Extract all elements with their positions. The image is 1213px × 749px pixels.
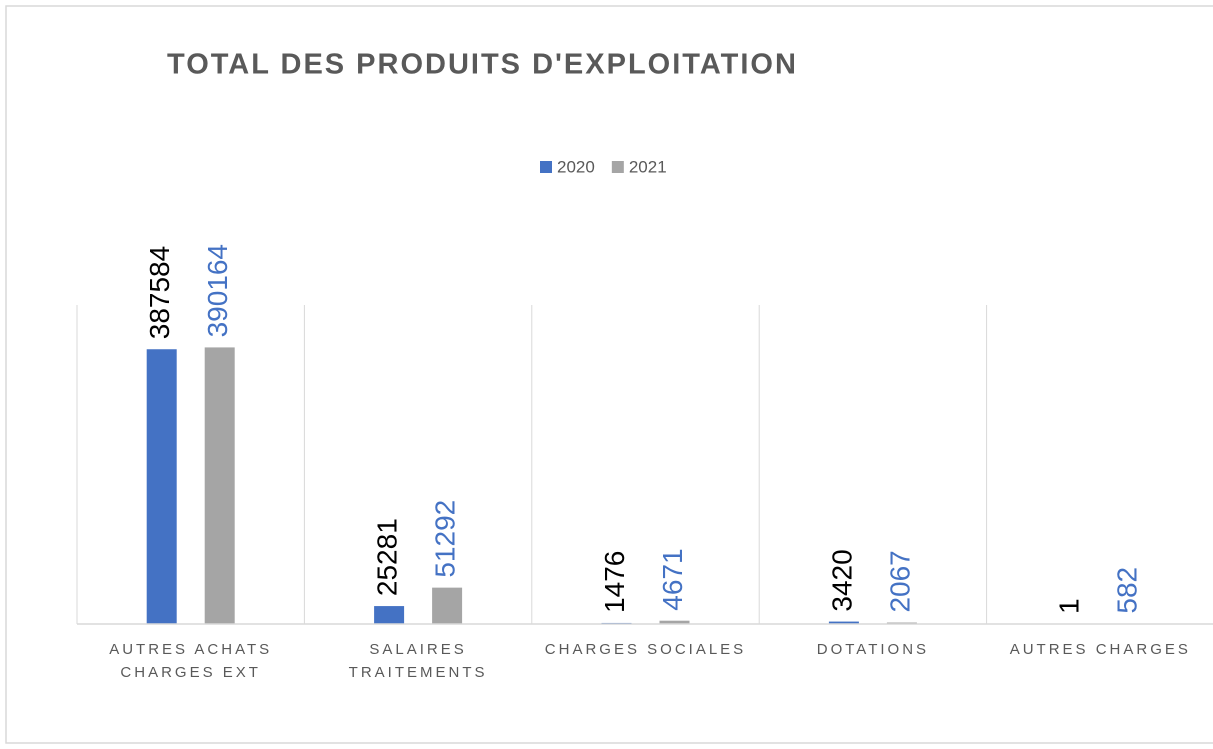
legend-swatch	[540, 161, 552, 173]
data-label: 51292	[429, 500, 460, 578]
legend-label: 2020	[557, 157, 595, 176]
data-label: 390164	[202, 244, 233, 337]
bar	[374, 606, 405, 624]
legend-label: 2021	[629, 157, 667, 176]
data-label: 582	[1112, 567, 1143, 614]
data-label: 4671	[657, 548, 688, 610]
x-tick-label: AUTRES ACHATS CHARGES EXT	[109, 641, 273, 681]
data-label: 2067	[884, 550, 915, 612]
x-tick-label: SALAIRES TRAITEMENTS	[348, 641, 488, 681]
x-tick-label: CHARGES SOCIALES	[544, 641, 747, 658]
data-label: 1	[1054, 598, 1085, 614]
data-label: 1476	[599, 551, 630, 613]
chart-border	[5, 5, 1213, 744]
x-tick-label: DOTATIONS	[816, 641, 930, 658]
data-label: 3420	[826, 549, 857, 611]
legend-swatch	[611, 161, 624, 173]
x-tick-label: AUTRES CHARGES	[1009, 641, 1191, 658]
bar	[146, 349, 177, 624]
bar	[828, 621, 859, 624]
chart-title: TOTAL DES PRODUITS D'EXPLOITATION	[167, 49, 798, 81]
data-label: 25281	[371, 518, 402, 596]
bar	[432, 587, 463, 624]
bar	[659, 620, 690, 624]
data-label: 387584	[144, 246, 175, 339]
bar	[204, 347, 235, 624]
